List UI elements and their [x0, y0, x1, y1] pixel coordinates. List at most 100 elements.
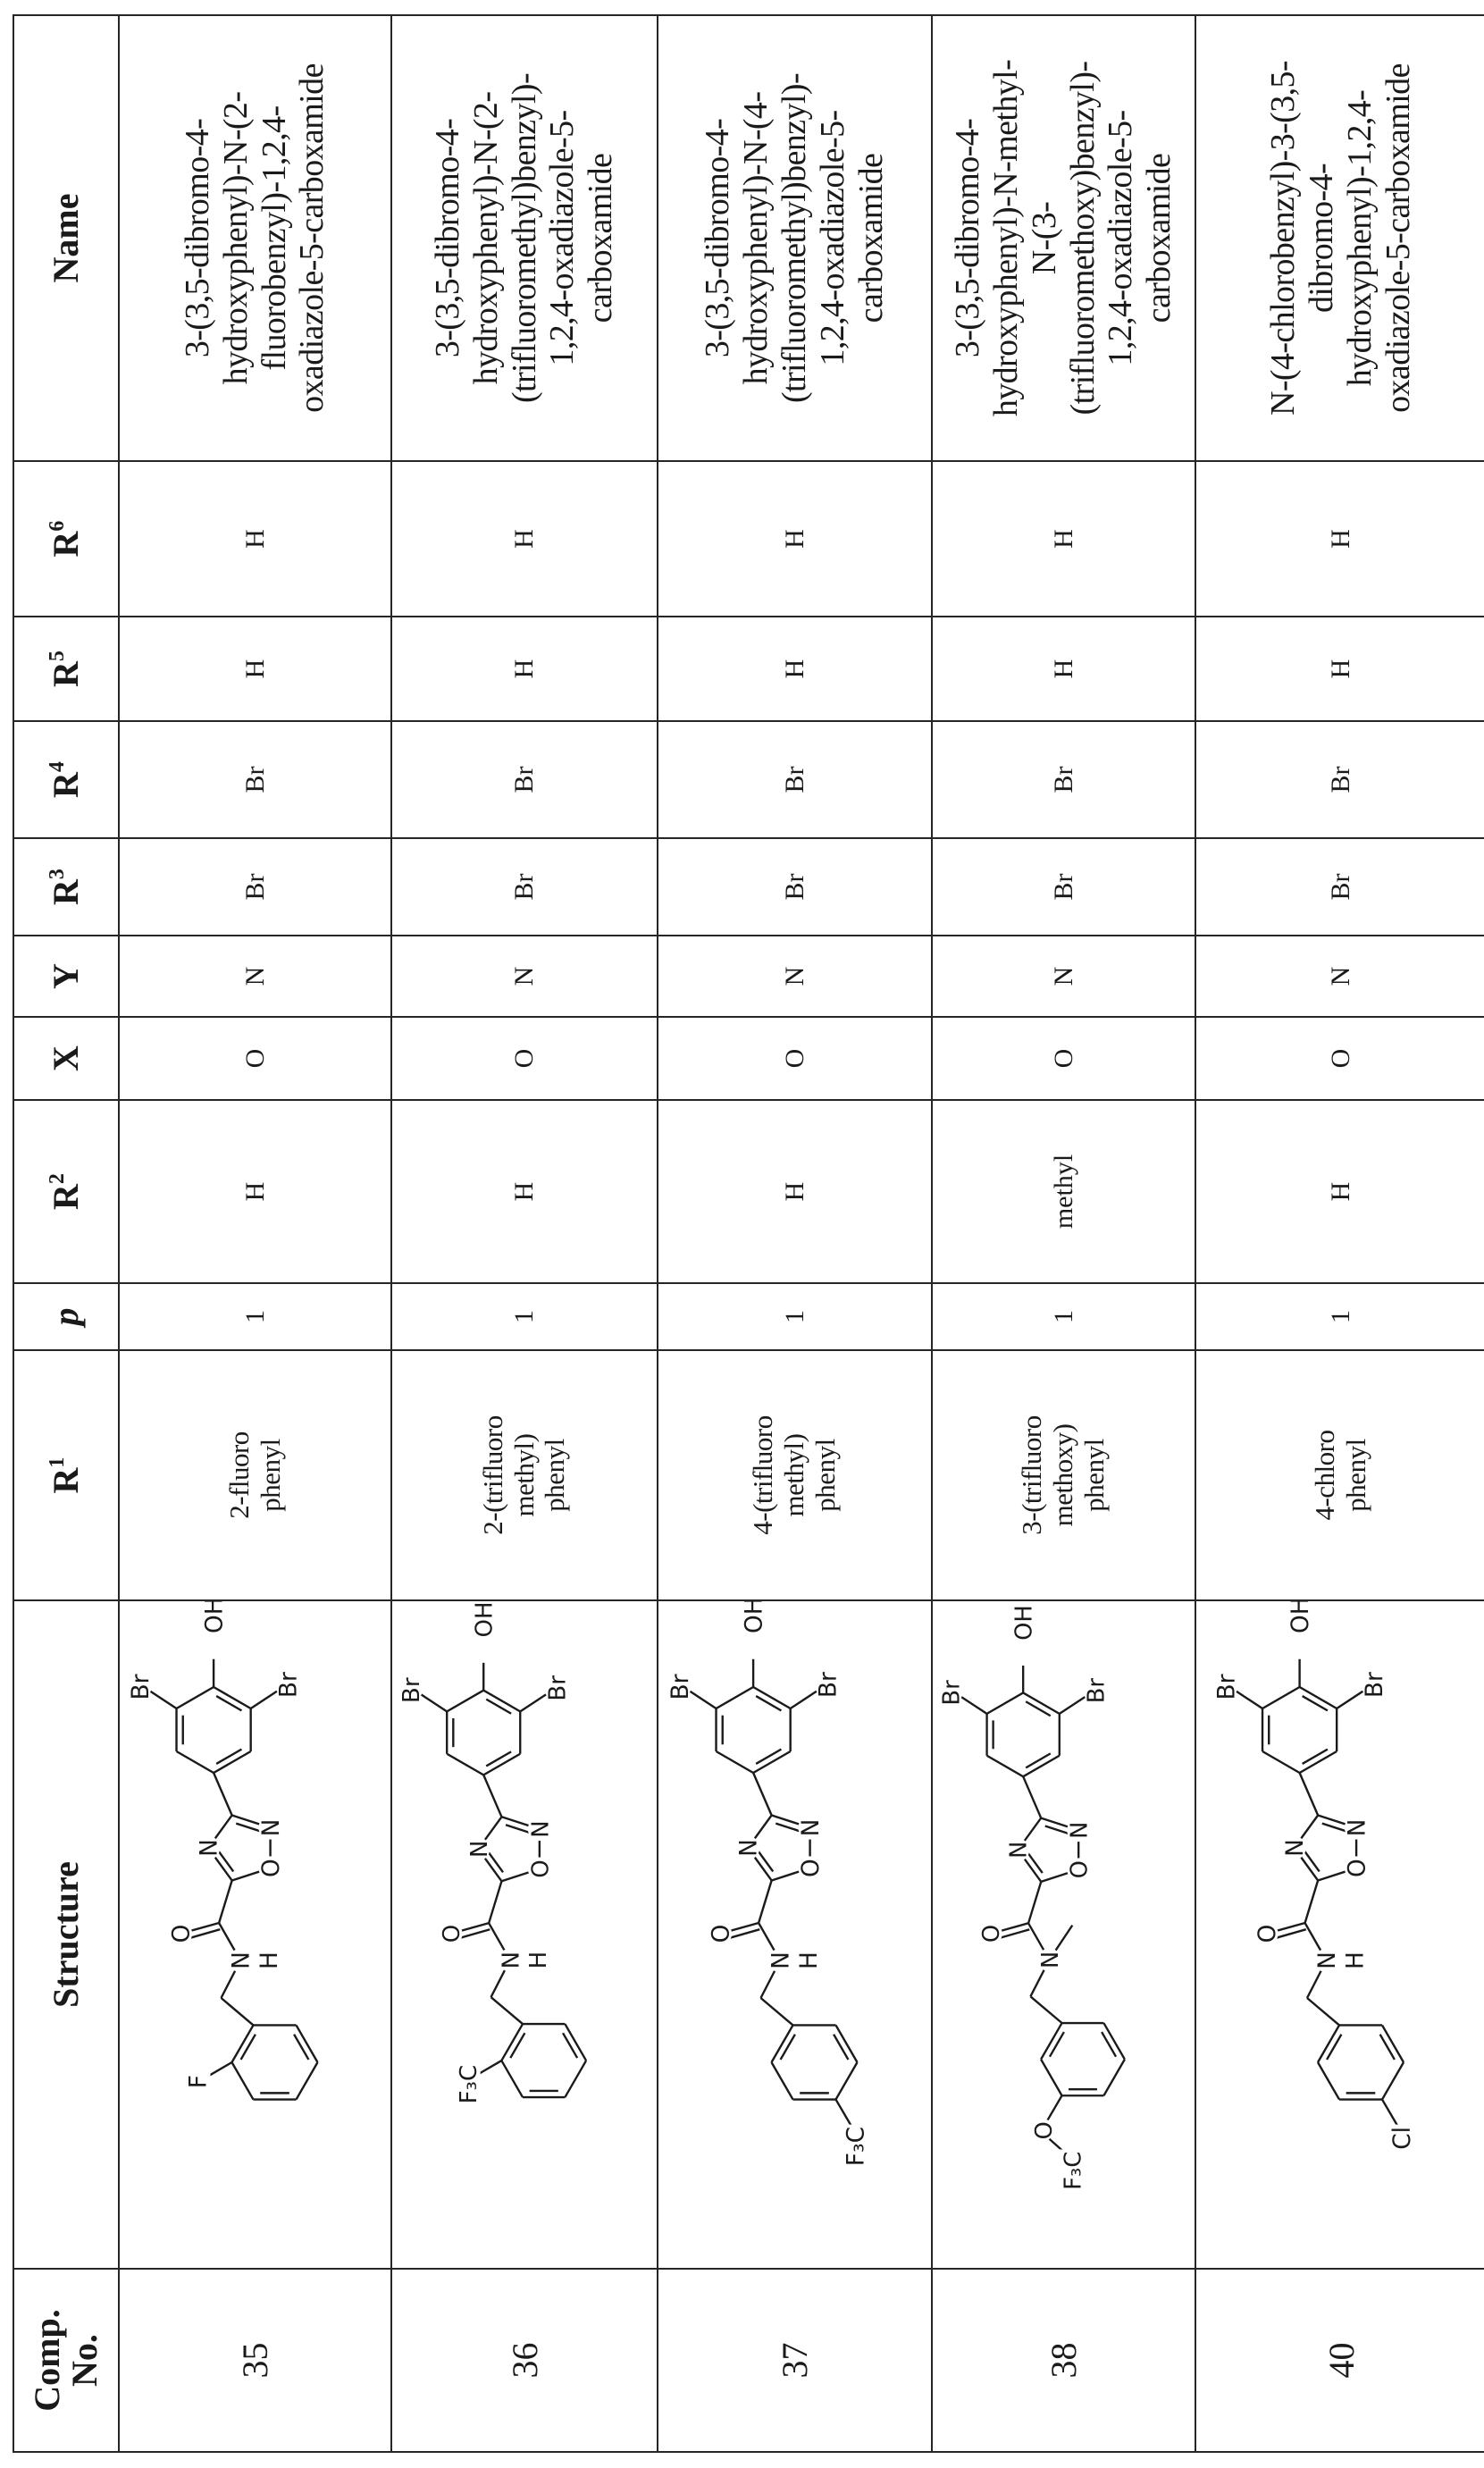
r2-cell: H: [119, 1100, 391, 1283]
double-bond: [1050, 2032, 1064, 2057]
r4-cell: Br: [1195, 721, 1484, 838]
table-row: 37OHBrBrNNOONHF₃C4-(trifluoro methyl) ph…: [658, 15, 932, 2452]
ring-oxygen-label: O: [527, 1859, 554, 1878]
double-bond: [241, 2035, 256, 2060]
hydroxyl-label: OH: [201, 1600, 229, 1633]
header-r5: R5: [13, 617, 119, 721]
x-cell: O: [932, 1017, 1195, 1100]
header-r2: R2: [13, 1100, 119, 1283]
substituent-label: F₃C: [843, 2127, 870, 2166]
comp-no-cell: 38: [932, 2269, 1195, 2452]
ring-nitrogen-label: N: [527, 1820, 554, 1837]
double-bond: [486, 1751, 511, 1766]
molecule: OOHBrBrNNOONF₃C: [939, 1605, 1125, 2195]
hydroxyl-label: OH: [1287, 1600, 1314, 1633]
double-bond: [294, 2035, 308, 2060]
header-label: R: [46, 879, 86, 905]
r3-cell: Br: [932, 838, 1195, 936]
amide-hydrogen-label: H: [256, 1952, 283, 1969]
double-bond: [216, 1750, 241, 1764]
bond: [1305, 1880, 1319, 1923]
structure-cell: OHBrBrNNOONHF₃C: [658, 1600, 932, 2269]
chemical-structure: OHBrBrNNOONHF: [120, 1600, 390, 2268]
header-label: R: [46, 772, 86, 798]
molecule: OHBrBrNNOONHF₃C: [398, 1601, 586, 2109]
double-bond: [510, 2033, 524, 2058]
bromo-label: Br: [815, 1672, 843, 1698]
double-bond: [781, 2035, 795, 2060]
ring-oxygen-label: O: [1067, 1860, 1094, 1878]
header-superscript: 4: [46, 761, 69, 772]
carbonyl-oxygen-label: O: [168, 1925, 196, 1943]
bond: [222, 1998, 254, 2025]
bromo-label: Br: [398, 1677, 425, 1703]
chemical-structure: OOHBrBrNNOONF₃C: [933, 1600, 1195, 2268]
aryl-bond: [1318, 2062, 1339, 2100]
header-y: Y: [13, 936, 119, 1017]
carbonyl-oxygen-label: O: [439, 1925, 465, 1943]
header-superscript: 1: [46, 1457, 69, 1468]
aryl-bond: [717, 1687, 754, 1708]
p-cell: 1: [391, 1283, 658, 1350]
name-cell: 3-(3,5-dibromo-4- hydroxyphenyl)-N-methy…: [932, 15, 1195, 461]
bromo-label: Br: [667, 1674, 694, 1700]
bond: [520, 1694, 546, 1711]
amide-nitrogen-label: N: [228, 1952, 256, 1969]
header-r6: R6: [13, 461, 119, 617]
header-label: R: [46, 661, 86, 687]
name-cell: 3-(3,5-dibromo-4- hydroxyphenyl)-N-(2- f…: [119, 15, 391, 461]
aryl-bond: [447, 1691, 483, 1712]
double-bond: [216, 1696, 241, 1710]
ring-nitrogen-label: N: [735, 1839, 763, 1857]
double-bond: [756, 1696, 781, 1710]
header-label: X: [46, 1045, 86, 1071]
r3-cell: Br: [391, 838, 658, 936]
double-bond: [486, 1700, 511, 1714]
molecule: OHBrBrNNOONHF: [127, 1600, 318, 2100]
amide-nitrogen-label: N: [1313, 1952, 1341, 1969]
header-label: p: [46, 1308, 86, 1326]
p-cell: 1: [932, 1283, 1195, 1350]
r6-cell: H: [391, 461, 658, 617]
bond: [836, 2100, 853, 2129]
bond: [1382, 2100, 1399, 2129]
y-cell: N: [119, 936, 391, 1017]
y-cell: N: [391, 936, 658, 1017]
r5-cell: H: [658, 617, 932, 721]
aryl-bond: [1103, 2060, 1124, 2096]
name-cell: 3-(3,5-dibromo-4- hydroxyphenyl)-N-(4- (…: [658, 15, 932, 461]
r5-cell: H: [119, 617, 391, 721]
double-bond: [563, 2033, 577, 2058]
r6-cell: H: [658, 461, 932, 617]
bromo-label: Br: [275, 1672, 303, 1698]
header-label: Comp. No.: [29, 2303, 104, 2419]
r2-cell: methyl: [932, 1100, 1195, 1283]
table-row: 38OOHBrBrNNOONF₃C3-(trifluoro methoxy) p…: [932, 15, 1195, 2452]
header-superscript: 2: [46, 1173, 69, 1184]
bond: [753, 1773, 772, 1816]
r4-cell: Br: [119, 721, 391, 838]
y-cell: N: [1195, 936, 1484, 1017]
r4-cell: Br: [932, 721, 1195, 838]
table-row: 35OHBrBrNNOONHF2-fluoro phenyl1HONBrBrHH…: [119, 15, 391, 2452]
ring-nitrogen-label: N: [797, 1819, 825, 1837]
header-label: Name: [46, 194, 86, 283]
bond: [1030, 1996, 1061, 2023]
x-cell: O: [658, 1017, 932, 1100]
amide-hydrogen-label: H: [525, 1952, 552, 1969]
aryl-bond: [1262, 1687, 1300, 1708]
aryl-bond: [987, 1756, 1024, 1776]
header-label: Y: [46, 963, 86, 989]
amide-hydrogen-label: H: [795, 1952, 823, 1969]
double-bond: [1303, 1696, 1328, 1710]
bromo-label: Br: [1212, 1674, 1240, 1700]
amide-nitrogen-label: N: [767, 1952, 795, 1969]
bond: [1300, 1773, 1319, 1816]
amide-nitrogen-label: N: [1037, 1952, 1064, 1969]
p-cell: 1: [658, 1283, 932, 1350]
chemical-structure: OHBrBrNNOONHCl: [1196, 1600, 1484, 2268]
hydroxyl-label: OH: [741, 1600, 768, 1633]
header-x: X: [13, 1017, 119, 1100]
structure-cell: OHBrBrNNOONHCl: [1195, 1600, 1484, 2269]
comp-no-cell: 37: [658, 2269, 932, 2452]
